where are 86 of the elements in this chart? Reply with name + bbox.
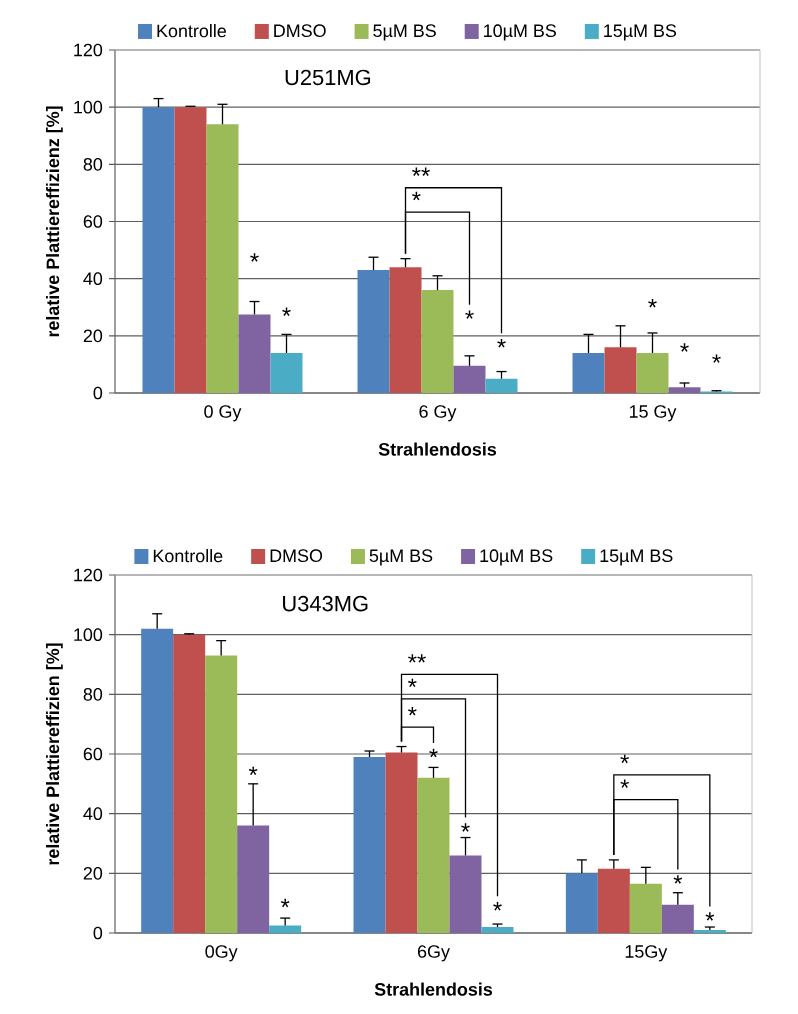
annotation: * xyxy=(648,299,657,308)
annotation: * xyxy=(280,898,290,908)
text: U343MG xyxy=(283,595,368,612)
bar xyxy=(206,124,239,393)
bar xyxy=(270,352,303,393)
bar xyxy=(141,628,174,933)
annotation: * xyxy=(282,307,291,316)
text: U251MG xyxy=(285,69,371,86)
x-tick-label: 6 Gy xyxy=(419,405,457,422)
annotation: * xyxy=(497,339,506,348)
legend-label: DMSO xyxy=(274,24,326,38)
annotation: * xyxy=(250,253,259,262)
y-tick-label: 120 xyxy=(74,568,103,582)
bar xyxy=(385,752,418,933)
x-axis-title: Strahlendosis xyxy=(374,982,493,996)
bar xyxy=(173,634,206,933)
bar xyxy=(389,267,422,393)
annotation: ** xyxy=(412,167,430,176)
legend-label: 10µM BS xyxy=(480,549,553,566)
bar xyxy=(565,873,598,933)
annotation: * xyxy=(620,779,629,788)
bar xyxy=(142,107,175,393)
x-tick-label: 15Gy xyxy=(625,945,668,962)
y-tick-label: 40 xyxy=(83,272,103,285)
annotation: * xyxy=(461,823,470,832)
bar xyxy=(693,930,726,933)
bar xyxy=(357,270,390,393)
y-axis-title: relative Plattiereffizien [%] xyxy=(46,643,63,865)
y-axis-title: relative Plattiereffizienz [%] xyxy=(46,106,63,337)
y-tick-label: 60 xyxy=(83,215,103,228)
y-tick-label: 100 xyxy=(74,100,103,114)
bar xyxy=(485,378,518,393)
x-axis-title: Strahlendosis xyxy=(378,442,497,456)
bar xyxy=(597,868,630,933)
bar xyxy=(572,352,605,393)
annotation: * xyxy=(248,766,258,776)
y-tick-label: 20 xyxy=(83,866,103,880)
y-tick-label: 0 xyxy=(93,926,103,940)
bar xyxy=(604,347,637,393)
legend-label: 5µM BS xyxy=(373,24,436,41)
x-tick-label: 0 Gy xyxy=(204,405,242,422)
y-tick-label: 80 xyxy=(83,687,103,701)
y-tick-label: 100 xyxy=(74,628,103,642)
annotation: * xyxy=(705,912,715,921)
legend-label: 15µM BS xyxy=(604,24,677,41)
annotation: * xyxy=(712,354,721,363)
y-tick-label: 20 xyxy=(83,329,103,343)
y-tick-label: 120 xyxy=(74,43,103,57)
y-tick-label: 80 xyxy=(83,157,103,171)
y-tick-label: 0 xyxy=(93,386,103,400)
legend-label: DMSO xyxy=(270,549,323,563)
bar xyxy=(453,365,486,393)
bar xyxy=(481,927,514,933)
legend-label: Kontrolle xyxy=(157,24,226,38)
annotation: ** xyxy=(408,654,426,663)
bar xyxy=(269,925,302,933)
y-tick-label: 40 xyxy=(83,807,103,821)
bar xyxy=(661,904,694,933)
bar xyxy=(417,777,450,933)
bar xyxy=(237,825,270,933)
bar xyxy=(629,883,662,933)
x-tick-label: 15 Gy xyxy=(629,405,677,422)
annotation: * xyxy=(673,875,683,884)
x-tick-label: 0Gy xyxy=(205,945,238,962)
annotation: * xyxy=(465,310,474,319)
legend-label: 10µM BS xyxy=(484,24,556,41)
bar xyxy=(238,314,271,393)
x-tick-label: 6Gy xyxy=(417,945,450,962)
annotation: * xyxy=(408,678,417,688)
annotation: * xyxy=(429,748,438,758)
legend-label: 15µM BS xyxy=(600,549,673,566)
bar xyxy=(174,107,207,393)
bar xyxy=(668,387,701,393)
annotation: * xyxy=(680,343,689,352)
annotation: * xyxy=(408,706,417,716)
bar xyxy=(353,756,386,933)
annotation: * xyxy=(620,754,629,764)
annotation: * xyxy=(493,902,502,911)
y-tick-label: 60 xyxy=(83,747,103,761)
annotation: * xyxy=(412,191,421,201)
bar xyxy=(205,655,238,933)
bar xyxy=(636,352,669,393)
bar xyxy=(421,290,454,393)
bar xyxy=(449,855,482,933)
legend-label: Kontrolle xyxy=(153,549,223,563)
legend-label: 5µM BS xyxy=(369,549,433,566)
